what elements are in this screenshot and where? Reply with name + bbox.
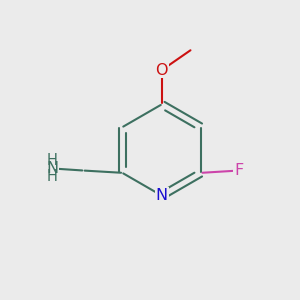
Text: N: N xyxy=(156,188,168,203)
Text: F: F xyxy=(234,163,243,178)
Text: O: O xyxy=(155,63,168,78)
Text: H: H xyxy=(47,152,58,167)
Text: H: H xyxy=(47,169,58,184)
Text: N: N xyxy=(46,161,58,176)
